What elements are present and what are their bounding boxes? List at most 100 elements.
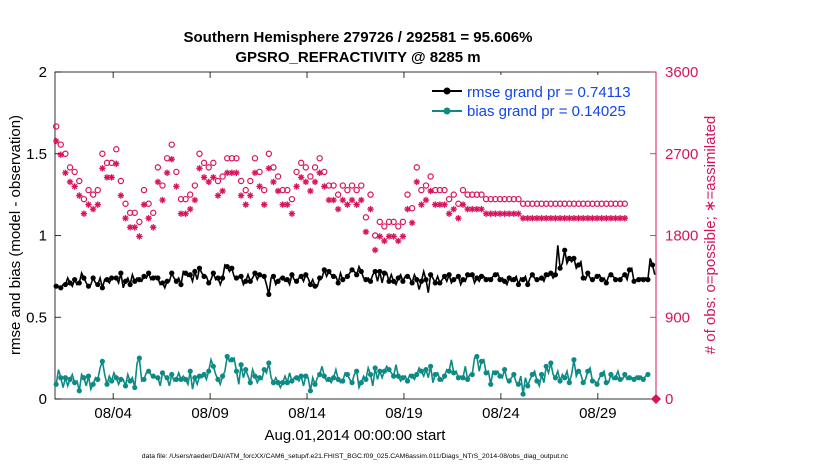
rmse-point [215,275,221,281]
y2-tick-label: 0 [665,391,673,408]
rmse-point [437,280,443,286]
bias-point [497,373,503,379]
obs-assimilated-marker [71,183,78,190]
obs-assimilated-marker [441,201,448,208]
bias-point [206,368,212,374]
obs-assimilated-marker [62,169,69,177]
bias-point [552,375,559,381]
bias-point [155,375,161,381]
obs-assimilated-marker [330,196,337,204]
rmse-point [626,267,633,273]
rmse-point [391,278,397,284]
bias-point [317,371,323,378]
obs-assimilated-marker [113,160,120,167]
rmse-point [557,265,563,271]
obs-possible-marker [219,173,226,180]
obs-assimilated-marker [399,233,407,240]
obs-possible-marker [413,164,420,171]
y2-tick-label: 2700 [665,146,698,163]
bias-point [645,371,651,378]
obs-assimilated-marker [621,215,628,222]
rmse-point [243,278,249,284]
obs-possible-marker [395,223,402,230]
bias-point [132,384,138,391]
bias-point [85,373,92,379]
rmse-point [90,275,96,281]
bias-point [631,376,637,382]
rmse-point [72,277,78,283]
obs-assimilated-marker [408,219,416,226]
bias-point [626,375,633,381]
obs-assimilated-marker [256,183,263,190]
obs-assimilated-marker [344,201,351,208]
bias-point [224,353,230,360]
obs-assimilated-marker [182,210,189,217]
obs-assimilated-marker [381,237,388,245]
bias-point [492,370,498,376]
bias-point [386,366,392,373]
obs-possible-marker [122,200,129,207]
rmse-point [233,275,240,281]
rmse-point [377,268,383,275]
obs-assimilated-marker [358,196,365,204]
obs-possible-marker [76,177,83,185]
bias-point [511,371,517,378]
obs-possible-marker [353,186,360,194]
rmse-point [534,277,540,283]
rmse-point [67,280,73,286]
bias-point [404,378,411,384]
rmse-point [284,277,290,283]
rmse-point [404,273,411,279]
rmse-point [192,268,198,275]
obs-possible-marker [210,159,217,167]
rmse-point [238,273,244,279]
obs-assimilated-marker [492,210,499,217]
y-tick-label: 1 [39,228,47,245]
rmse-point [506,275,512,281]
obs-possible-marker [478,191,485,198]
obs-possible-marker [89,191,97,198]
bias-point [127,378,133,384]
obs-possible-marker [348,182,356,189]
obs-possible-marker [154,164,162,171]
bias-point [312,381,318,387]
bias-point [455,375,461,381]
bias-point [367,371,374,378]
rmse-point [53,283,59,289]
bias-point [636,375,642,381]
rmse-point [580,275,586,281]
obs-assimilated-marker [566,215,573,222]
rmse-point [196,265,203,271]
obs-assimilated-marker [395,237,402,245]
bias-point [534,378,540,384]
bias-point [298,373,304,379]
rmse-point [206,280,212,286]
rmse-point [640,277,646,283]
obs-possible-marker [200,159,208,167]
obs-assimilated-marker [334,205,342,213]
rmse-point [81,275,87,281]
obs-assimilated-marker [89,205,97,213]
chart-subtitle: GPSRO_REFRACTIVITY @ 8285 m [235,49,480,66]
rmse-point [562,247,568,253]
rmse-point [575,262,582,268]
bias-point [118,376,124,382]
obs-assimilated-marker [173,183,180,190]
obs-possible-marker [302,164,310,171]
obs-assimilated-marker [547,215,555,222]
rmse-point [312,283,318,289]
obs-assimilated-marker [404,205,411,213]
y-tick-label: 0 [39,391,47,408]
obs-assimilated-marker [247,192,254,199]
bias-point [478,358,485,364]
rmse-point [455,273,461,279]
obs-assimilated-marker [284,201,291,208]
obs-possible-marker [196,150,203,157]
x-tick-label: 08/29 [579,405,617,422]
obs-possible-marker [233,155,240,162]
bias-point [612,375,619,381]
bias-point [557,378,563,384]
bias-point [275,380,281,386]
bias-point [372,365,378,371]
obs-assimilated-marker [80,210,88,217]
